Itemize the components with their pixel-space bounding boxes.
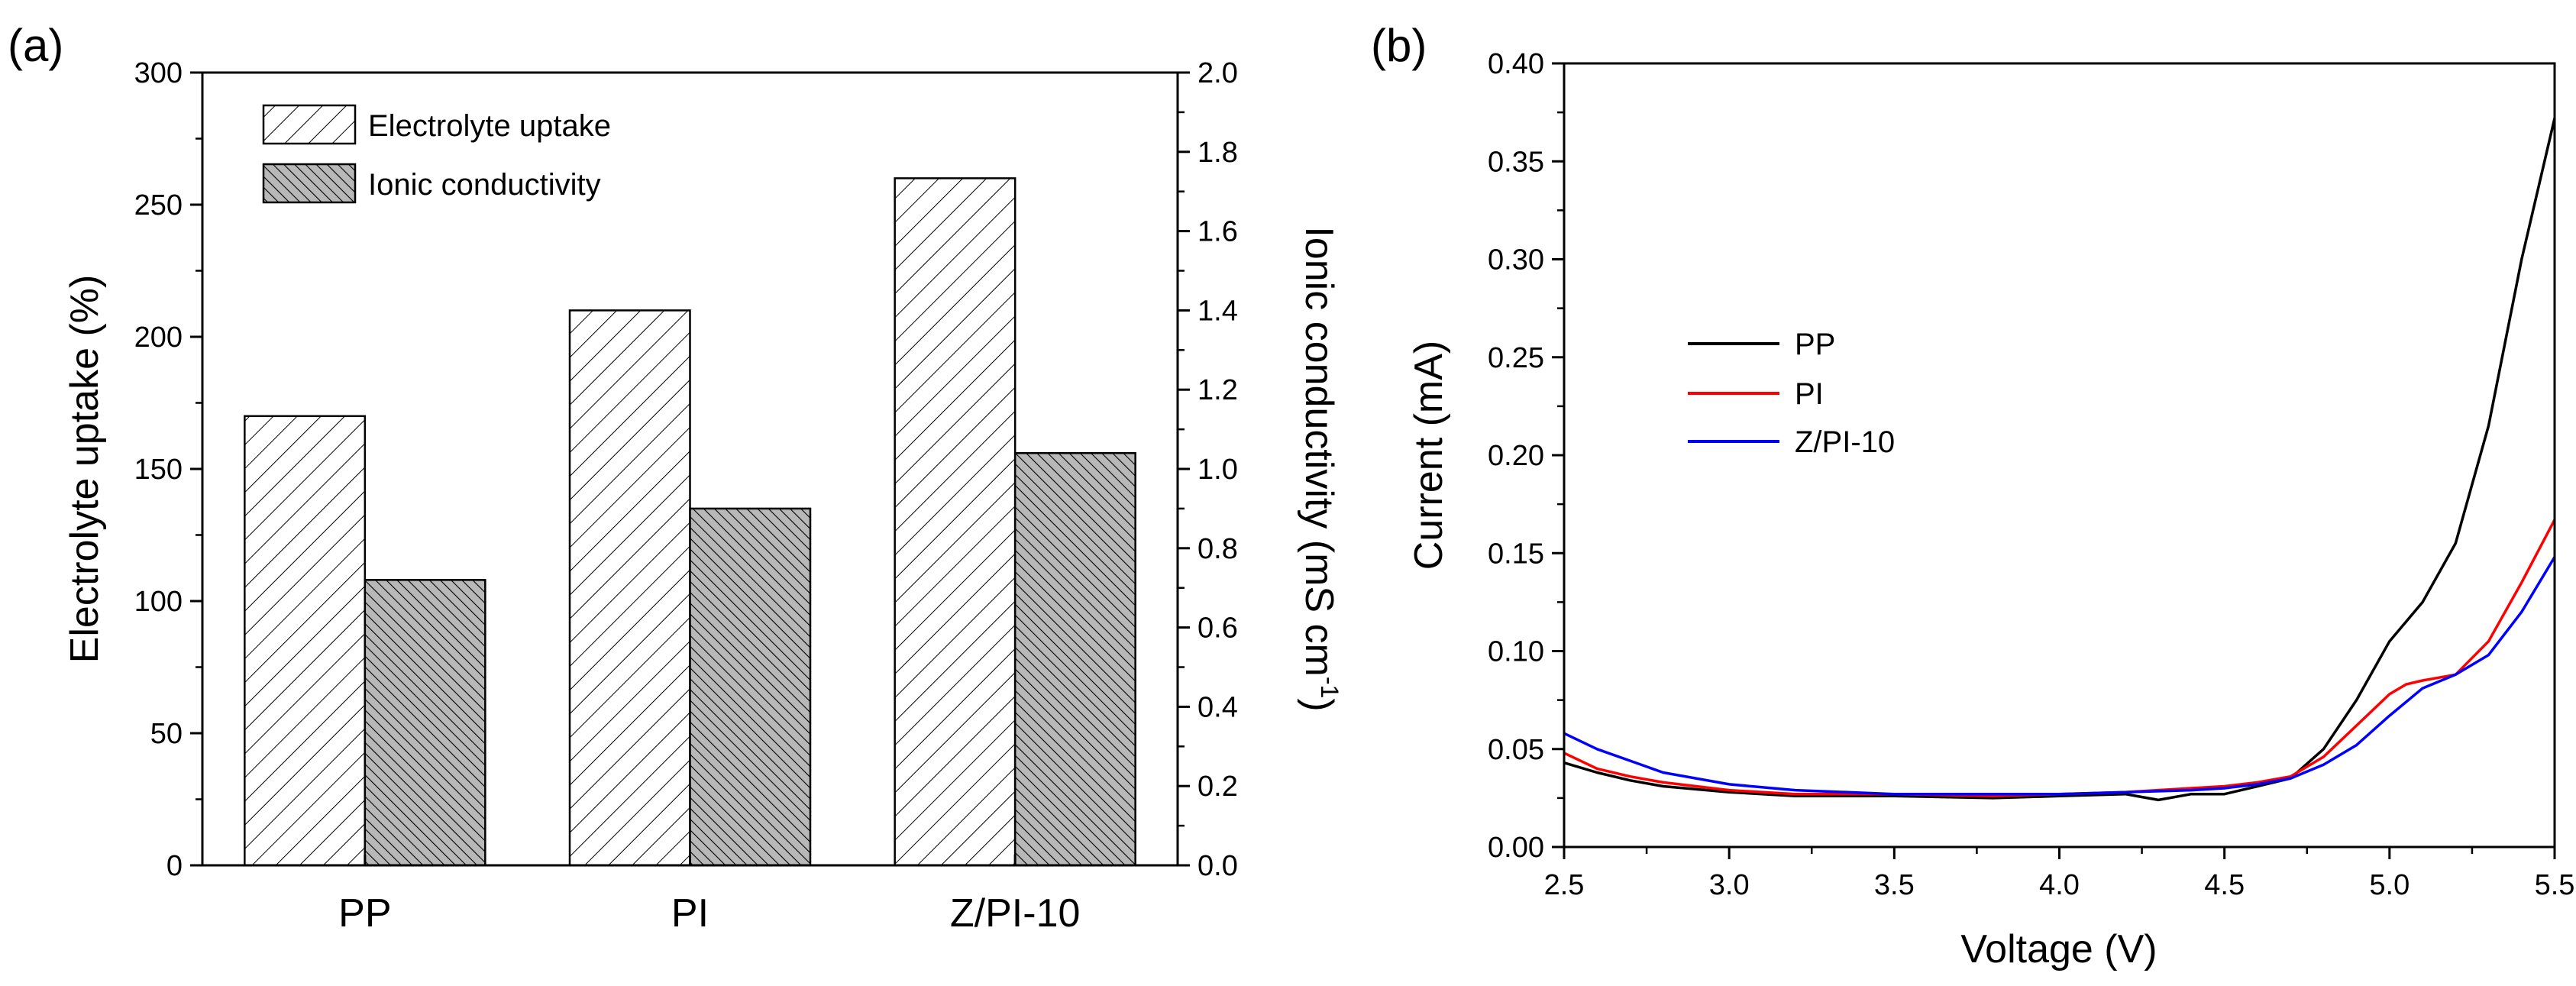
x-axis-title: Voltage (V): [1960, 927, 2157, 971]
x-ticks: 2.5 3.0 3.5 4.0 4.5 5.0 5.5: [1544, 847, 2575, 901]
right-y-tick-label-5: 1.0: [1198, 454, 1238, 486]
legend: Electrolyte uptake Ionic conductivity: [262, 104, 611, 204]
right-y-tick-label-8: 1.6: [1198, 216, 1238, 248]
bar-chart: 0 50 100 150 200 250 300 0.0 0.2 0.4 0.6 0.8 1.0 1.2…: [63, 57, 1343, 936]
bar-conductivity-2: [1013, 451, 1136, 867]
legend-label-zpi: Z/PI-10: [1795, 425, 1895, 459]
bar-uptake-1: [568, 309, 691, 867]
plot-frame: [201, 71, 1179, 867]
left-y-ticks: 0 50 100 150 200 250 300: [134, 57, 202, 882]
bar-uptake-0: [244, 415, 367, 867]
y-tick-label-b-8: 0.40: [1488, 48, 1544, 80]
x-category-labels: PP PI Z/PI-10: [338, 855, 1080, 936]
legend-swatch-conductivity: [262, 163, 357, 204]
y-axis-title-right-end: ): [1297, 698, 1341, 711]
y-axis-title-left: Electrolyte uptake (%): [63, 275, 107, 664]
legend-label-pp: PP: [1795, 328, 1835, 361]
legend-label-uptake: Electrolyte uptake: [368, 109, 611, 143]
right-y-tick-label-6: 1.2: [1198, 374, 1238, 406]
y-axis-title-right-main: Ionic conductivity (mS cm: [1297, 226, 1341, 677]
left-y-tick-label-0: 0: [166, 850, 183, 882]
x-tick-label-b-5: 5.0: [2369, 869, 2410, 901]
y-axis-title: Current (mA): [1407, 341, 1451, 570]
y-tick-label-b-7: 0.35: [1488, 146, 1544, 178]
right-y-tick-label-1: 0.2: [1198, 771, 1238, 803]
y-tick-label-b-5: 0.25: [1488, 342, 1544, 374]
right-y-tick-label-3: 0.6: [1198, 613, 1238, 645]
x-category-label-0: PP: [338, 891, 391, 936]
left-y-tick-label-6: 300: [134, 57, 183, 89]
x-tick-label-b-2: 3.5: [1874, 869, 1915, 901]
left-y-tick-label-3: 150: [134, 454, 183, 486]
right-y-ticks: 0.0 0.2 0.4 0.6 0.8 1.0 1.2 1.4 1.6 1.8 2.0: [1178, 57, 1238, 882]
right-y-tick-label-0: 0.0: [1198, 850, 1238, 882]
y-axis-title-right-superscript: -1: [1316, 677, 1343, 698]
left-y-tick-label-1: 50: [150, 718, 183, 750]
y-tick-label-b-6: 0.30: [1488, 244, 1544, 276]
right-y-tick-label-7: 1.4: [1198, 295, 1238, 327]
legend-swatch-uptake: [262, 104, 357, 145]
x-tick-label-b-3: 4.0: [2039, 869, 2080, 901]
y-ticks: 0.00 0.05 0.10 0.15 0.20 0.25 0.30 0.35 0.40: [1488, 48, 1564, 864]
line-chart: 2.5 3.0 3.5 4.0 4.5 5.0 5.5 0.000.050.100.150.…: [1407, 48, 2574, 971]
y-tick-label-b-1: 0.05: [1488, 734, 1544, 766]
legend-label-pi: PI: [1795, 377, 1824, 411]
legend-label-conductivity: Ionic conductivity: [368, 168, 601, 202]
y-tick-label-b-0: 0.00: [1488, 832, 1544, 864]
legend-b: PP PI Z/PI-10: [1688, 328, 1895, 459]
series-lines: [1563, 118, 2556, 802]
y-tick-label-b-2: 0.10: [1488, 636, 1544, 668]
left-y-tick-label-5: 250: [134, 189, 183, 221]
x-category-label-2: Z/PI-10: [950, 891, 1081, 936]
series-line-1: [1563, 519, 2556, 798]
right-y-tick-label-9: 1.8: [1198, 137, 1238, 169]
plot-frame-b: [1563, 62, 2556, 849]
right-y-tick-label-4: 0.8: [1198, 533, 1238, 565]
y-axis-title-right: Ionic conductivity (mS cm-1): [1297, 226, 1343, 711]
right-y-tick-label-2: 0.4: [1198, 691, 1238, 723]
y-tick-label-b-3: 0.15: [1488, 538, 1544, 570]
x-tick-label-b-4: 4.5: [2204, 869, 2245, 901]
panel-label-a: (a): [8, 20, 63, 71]
bar-group: [244, 177, 1136, 867]
x-tick-label-b-1: 3.0: [1709, 869, 1750, 901]
x-tick-label-b-6: 5.5: [2535, 869, 2575, 901]
x-tick-label-b-0: 2.5: [1544, 869, 1585, 901]
left-y-tick-label-2: 100: [134, 586, 183, 618]
bar-uptake-2: [894, 177, 1017, 867]
x-category-label-1: PI: [671, 891, 709, 936]
panel-label-b: (b): [1371, 20, 1427, 71]
series-line-0: [1563, 118, 2556, 802]
series-line-2: [1563, 556, 2556, 796]
y-tick-label-b-4: 0.20: [1488, 440, 1544, 472]
right-y-tick-label-10: 2.0: [1198, 57, 1238, 89]
left-y-tick-label-4: 200: [134, 322, 183, 354]
bar-conductivity-1: [689, 507, 812, 867]
bar-conductivity-0: [364, 579, 486, 867]
